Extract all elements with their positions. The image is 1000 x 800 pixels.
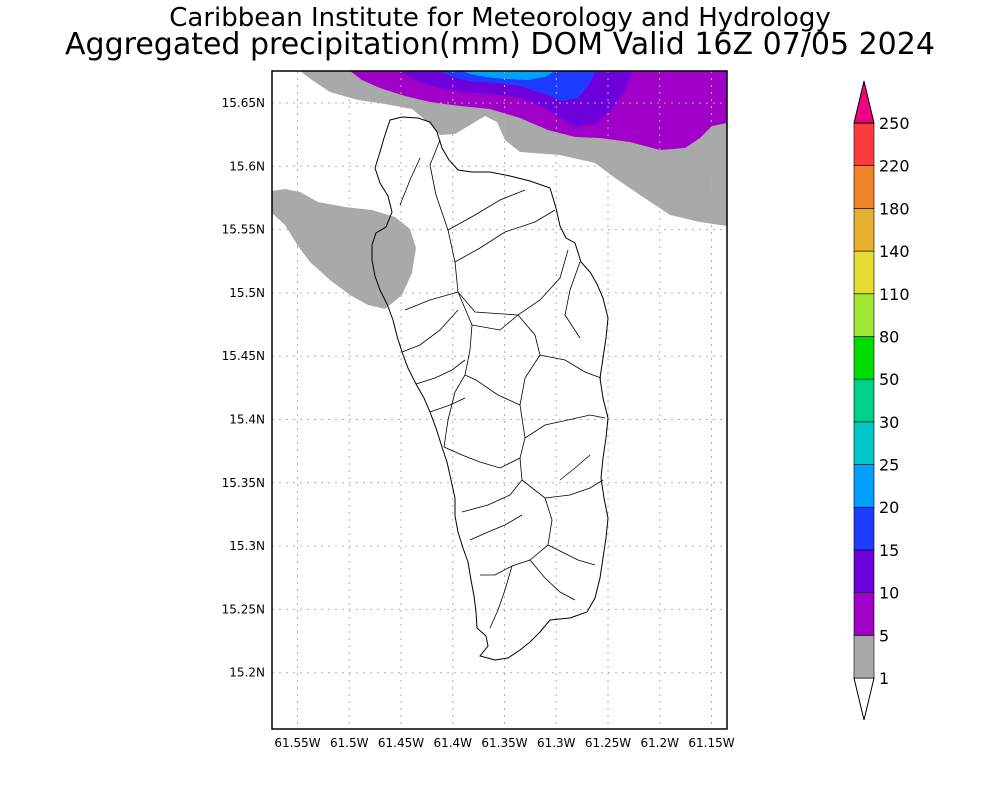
lon-tick-label: 61.3W xyxy=(537,736,576,750)
colorbar-label: 30 xyxy=(879,413,899,432)
lat-tick-label: 15.6N xyxy=(229,159,265,173)
precip-contour-purple xyxy=(350,71,727,150)
colorbar-label: 180 xyxy=(879,199,910,218)
colorbar-label: 50 xyxy=(879,370,899,389)
colorbar-segment xyxy=(853,208,875,252)
lon-tick-label: 61.4W xyxy=(433,736,472,750)
colorbar-segment xyxy=(853,250,875,295)
colorbar-segment xyxy=(853,421,875,465)
lat-tick-label: 15.35N xyxy=(222,476,265,490)
lat-tick-label: 15.65N xyxy=(222,96,265,110)
island-coastline xyxy=(371,116,609,661)
precip-contour-blue xyxy=(440,71,596,101)
colorbar-segment xyxy=(853,165,875,209)
colorbar-segment xyxy=(853,293,875,337)
graticule xyxy=(272,71,727,729)
lon-tick-label: 61.45W xyxy=(378,736,424,750)
colorbar-segment xyxy=(853,122,875,166)
lat-tick-label: 15.3N xyxy=(229,539,265,553)
colorbar-label: 10 xyxy=(879,584,899,603)
lon-tick-label: 61.5W xyxy=(330,736,369,750)
lon-tick-label: 61.55W xyxy=(274,736,320,750)
colorbar-under-triangle xyxy=(853,677,875,721)
lat-tick-label: 15.5N xyxy=(229,286,265,300)
colorbar-label: 250 xyxy=(879,114,910,133)
colorbar-label: 80 xyxy=(879,327,899,346)
lat-tick-label: 15.4N xyxy=(229,413,265,427)
lat-tick-label: 15.55N xyxy=(222,223,265,237)
chart-subtitle: Aggregated precipitation(mm) DOM Valid 1… xyxy=(65,27,935,62)
colorbar-label: 25 xyxy=(879,456,899,475)
colorbar-segment xyxy=(853,336,875,380)
lat-tick-label: 15.2N xyxy=(229,666,265,680)
colorbar-label: 110 xyxy=(879,285,910,304)
lat-tick-label: 15.25N xyxy=(222,602,265,616)
longitude-labels: 61.55W 61.5W 61.45W 61.4W 61.35W 61.3W 61.25W 6… xyxy=(274,736,734,750)
colorbar-segment xyxy=(853,635,875,679)
colorbar-label: 1 xyxy=(879,669,889,688)
colorbar-label: 5 xyxy=(879,626,889,645)
lon-tick-label: 61.35W xyxy=(481,736,527,750)
precip-field xyxy=(272,71,727,309)
map-frame xyxy=(271,70,728,730)
colorbar-segment xyxy=(853,592,875,636)
colorbar-over-triangle xyxy=(853,80,875,124)
colorbar-label: 220 xyxy=(879,157,910,176)
chart-title: Caribbean Institute for Meteorology and … xyxy=(169,3,831,33)
lon-tick-label: 61.2W xyxy=(640,736,679,750)
watershed-boundaries xyxy=(399,139,606,629)
colorbar-segment xyxy=(853,464,875,508)
colorbar-label: 20 xyxy=(879,498,899,517)
colorbar-segment xyxy=(853,378,875,423)
colorbar-segment xyxy=(853,506,875,551)
precip-contour-lightblue xyxy=(462,71,555,80)
lon-tick-label: 61.15W xyxy=(688,736,734,750)
colorbar-label: 140 xyxy=(879,242,910,261)
colorbar-segment xyxy=(853,549,875,593)
dominica-island xyxy=(371,116,609,661)
lon-tick-label: 61.25W xyxy=(585,736,631,750)
lat-tick-label: 15.45N xyxy=(222,349,265,363)
precip-contour-gray-west xyxy=(272,189,416,309)
latitude-labels: 15.65N 15.6N 15.55N 15.5N 15.45N 15.4N 15.35N 1… xyxy=(222,96,265,680)
colorbar-label: 15 xyxy=(879,541,899,560)
